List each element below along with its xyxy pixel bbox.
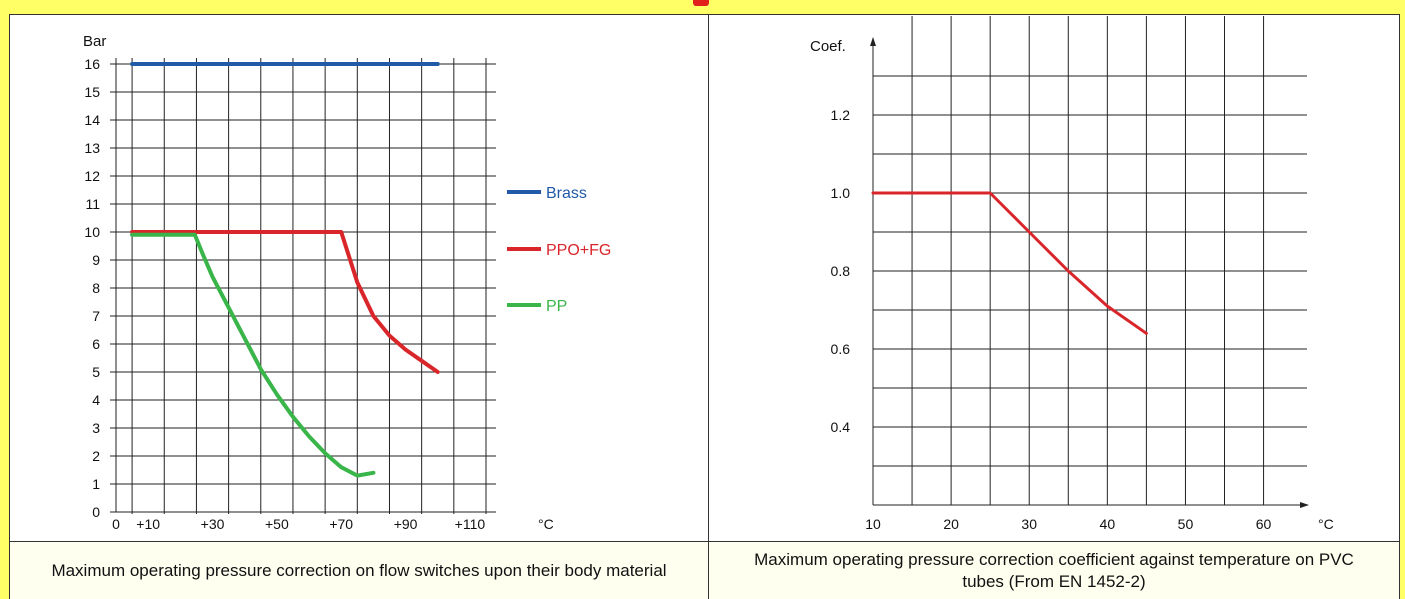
right-x-tick-label: 50 bbox=[1178, 516, 1194, 532]
left-y-tick-label: 6 bbox=[92, 336, 100, 352]
legend-label-ppo-fg: PPO+FG bbox=[546, 242, 611, 259]
legend-label-pp: PP bbox=[546, 298, 567, 315]
left-y-tick-label: 9 bbox=[92, 252, 100, 268]
left-series-line-ppo-fg bbox=[130, 230, 440, 374]
left-y-tick-label: 16 bbox=[84, 56, 100, 72]
right-y-tick-label: 0.6 bbox=[831, 341, 851, 357]
left-y-tick-label: 11 bbox=[85, 196, 100, 212]
right-caption: Maximum operating pressure correction co… bbox=[709, 542, 1399, 599]
right-y-tick-label: 1.0 bbox=[831, 185, 851, 201]
right-y-tick-label: 0.4 bbox=[831, 419, 851, 435]
left-y-tick-label: 10 bbox=[84, 224, 100, 240]
left-y-tick-label: 4 bbox=[92, 392, 100, 408]
left-x-tick-label: +50 bbox=[265, 516, 289, 532]
left-y-tick-label: 1 bbox=[92, 476, 100, 492]
left-y-tick-label: 2 bbox=[92, 448, 100, 464]
left-x-tick-label: +70 bbox=[329, 516, 353, 532]
left-x-tick-label: +90 bbox=[394, 516, 418, 532]
left-series-line-pp bbox=[130, 232, 376, 478]
left-caption-text: Maximum operating pressure correction on… bbox=[51, 560, 667, 580]
left-x-tick-label: +10 bbox=[136, 516, 160, 532]
left-x-tick-label: +110 bbox=[455, 516, 486, 532]
title-fragment bbox=[693, 0, 709, 6]
left-y-tick-label: 5 bbox=[92, 364, 100, 380]
left-y-tick-label: 14 bbox=[84, 112, 100, 128]
left-y-tick-label: 3 bbox=[92, 420, 100, 436]
left-y-axis-label: Bar bbox=[83, 33, 106, 50]
right-y-axis-arrow bbox=[870, 37, 876, 46]
left-x-tick-label: +30 bbox=[201, 516, 225, 532]
left-x-unit-label: °C bbox=[538, 516, 554, 532]
right-y-axis-label: Coef. bbox=[810, 38, 846, 55]
right-series-line-coefficient bbox=[871, 191, 1148, 335]
right-y-tick-label: 1.2 bbox=[831, 107, 851, 123]
top-banner bbox=[0, 0, 1405, 14]
left-y-tick-label: 0 bbox=[92, 504, 100, 520]
caption-divider bbox=[9, 541, 1400, 542]
right-x-tick-label: 30 bbox=[1021, 516, 1037, 532]
right-x-unit-label: °C bbox=[1318, 516, 1334, 532]
panel-divider bbox=[708, 14, 709, 599]
left-x-tick-label: 0 bbox=[112, 516, 120, 532]
left-y-tick-label: 8 bbox=[92, 280, 100, 296]
legend-label-brass: Brass bbox=[546, 185, 587, 202]
right-x-tick-label: 40 bbox=[1100, 516, 1116, 532]
right-x-tick-label: 20 bbox=[943, 516, 959, 532]
right-x-tick-label: 60 bbox=[1256, 516, 1272, 532]
left-y-tick-label: 15 bbox=[84, 84, 100, 100]
right-y-tick-label: 0.8 bbox=[831, 263, 851, 279]
right-caption-text: Maximum operating pressure correction co… bbox=[754, 549, 1354, 591]
figure-frame bbox=[9, 14, 1400, 599]
right-x-axis-arrow bbox=[1300, 502, 1309, 508]
left-caption: Maximum operating pressure correction on… bbox=[10, 542, 708, 599]
left-y-tick-label: 7 bbox=[92, 308, 100, 324]
left-y-tick-label: 13 bbox=[84, 140, 100, 156]
right-x-tick-label: 10 bbox=[865, 516, 881, 532]
left-y-tick-label: 12 bbox=[84, 168, 100, 184]
